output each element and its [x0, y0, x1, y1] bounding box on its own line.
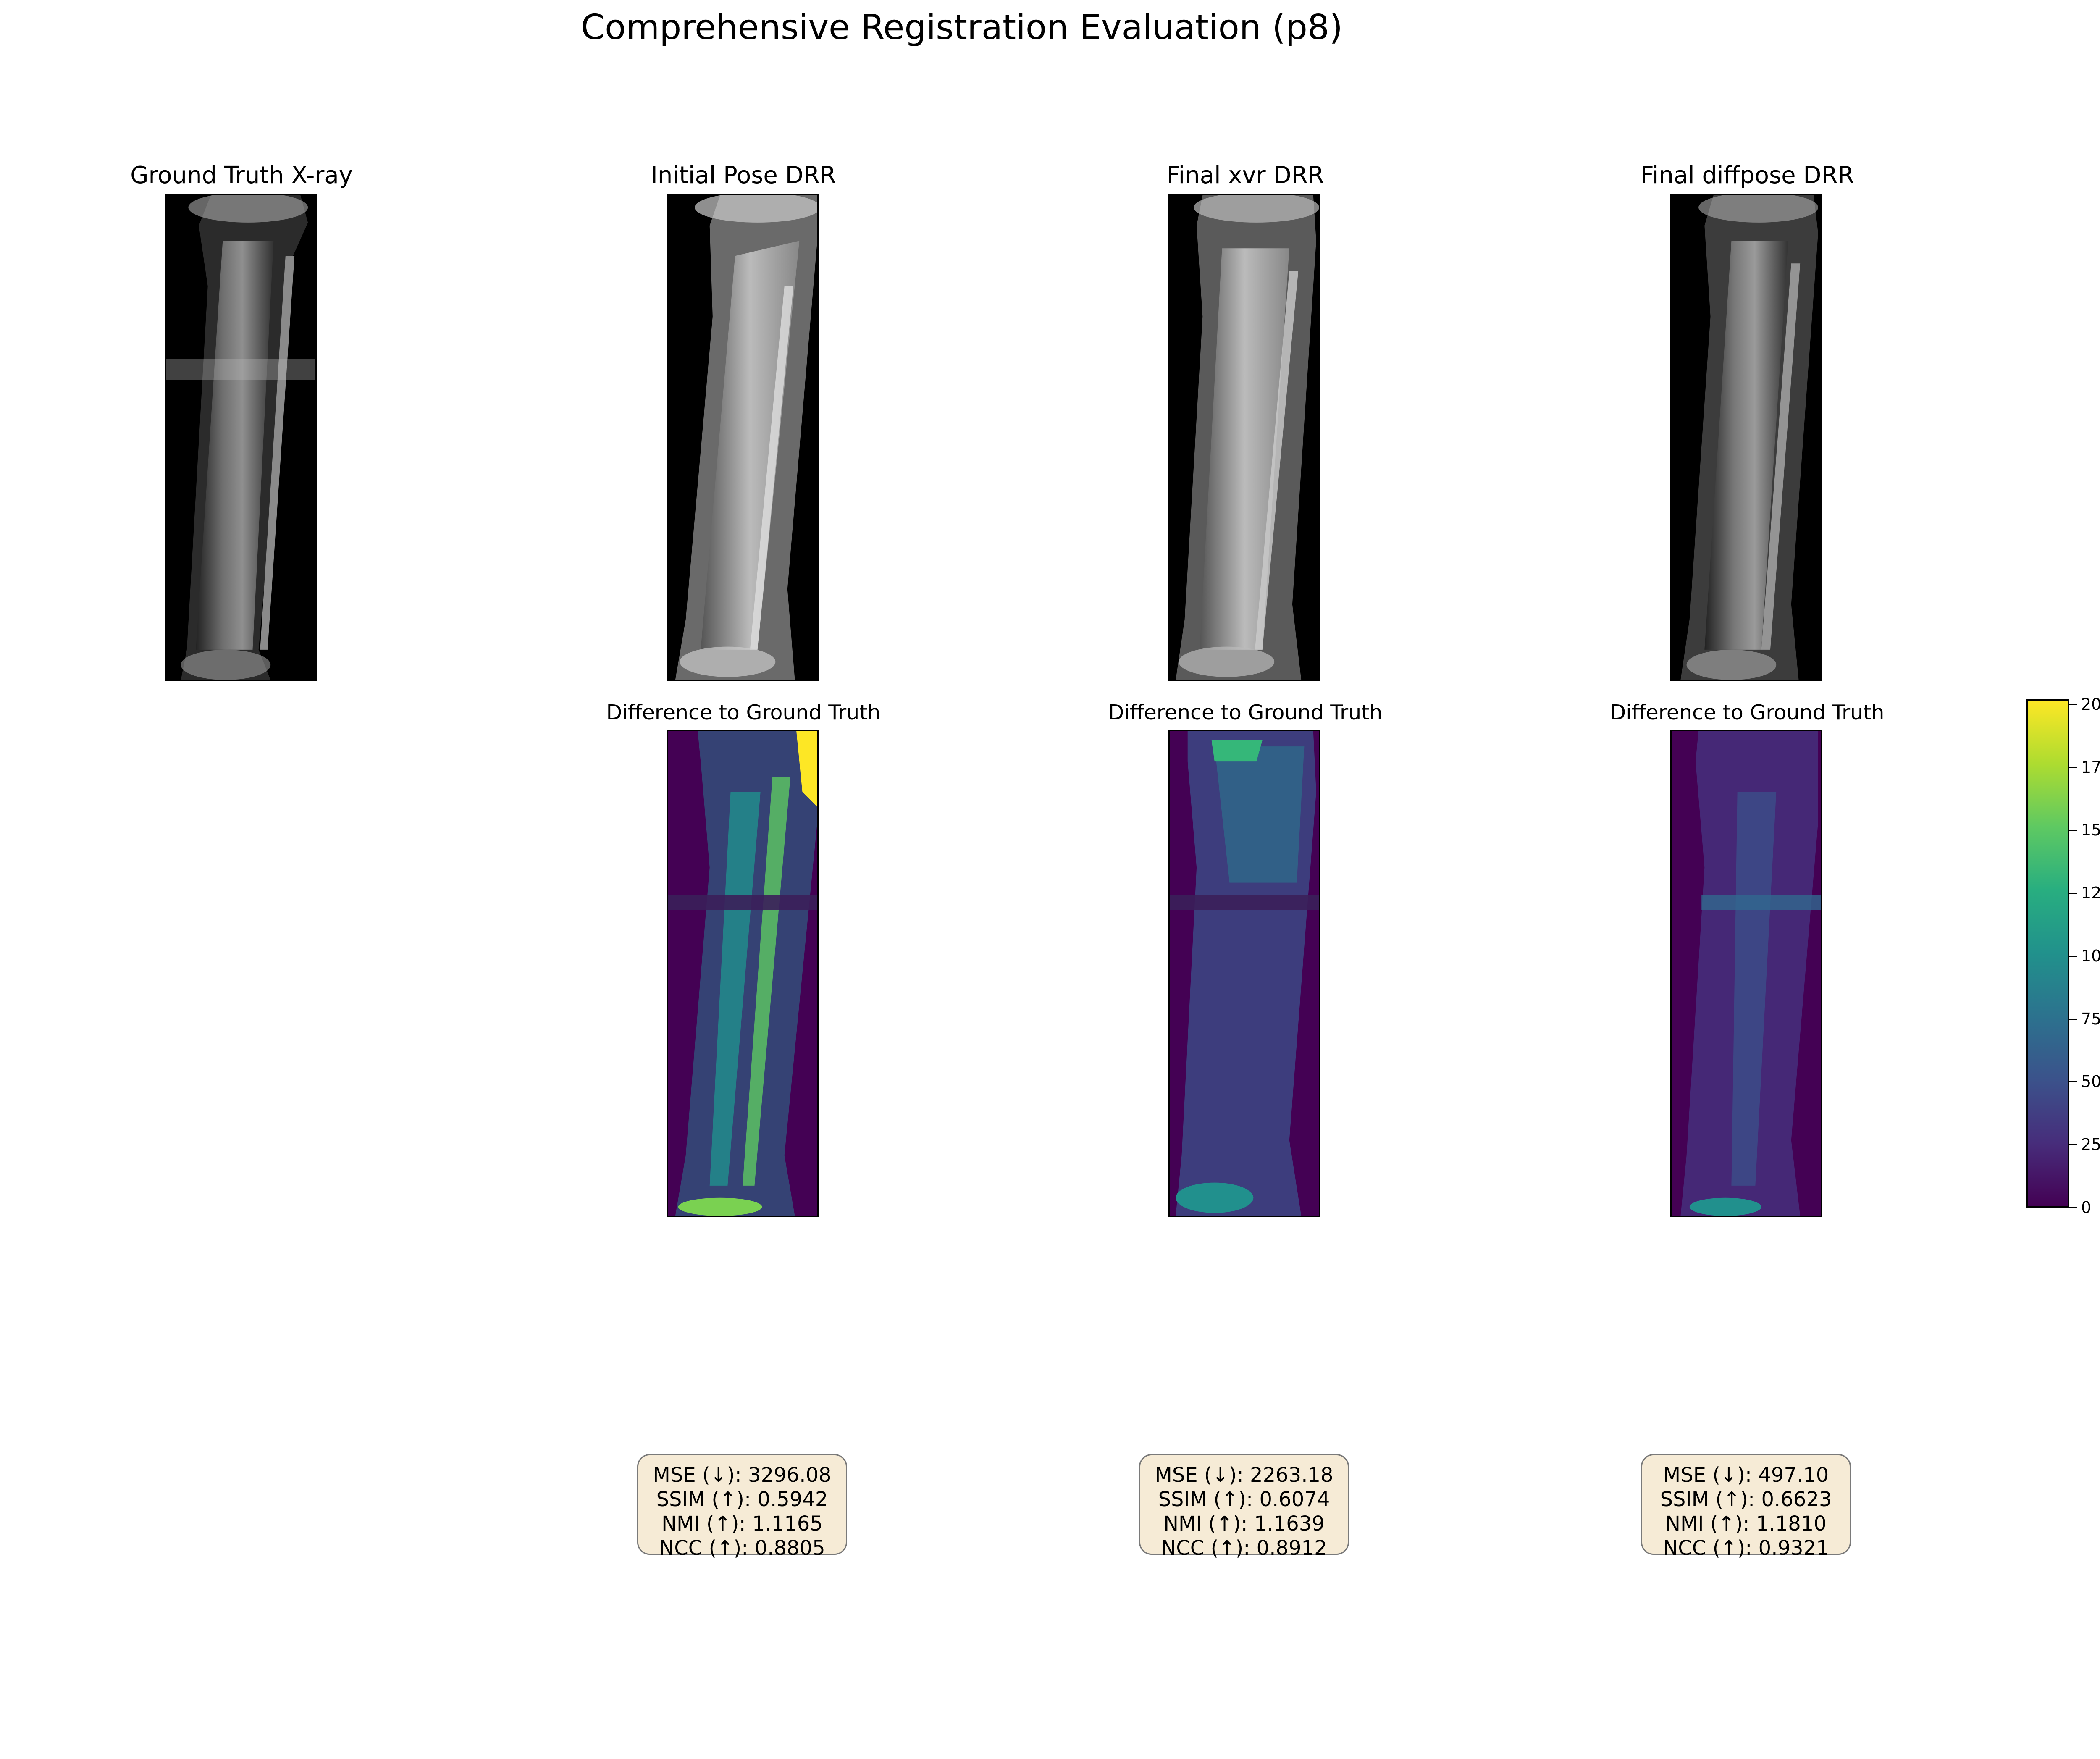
colorbar-tick	[2069, 704, 2077, 705]
colorbar-tick	[2069, 1081, 2077, 1083]
colorbar-tick	[2069, 893, 2077, 894]
colorbar-tick-label: 150	[2081, 821, 2100, 840]
colorbar-tick	[2069, 1144, 2077, 1146]
metric-ssim: SSIM (↑): 0.6623	[1660, 1488, 1832, 1511]
colorbar-tick	[2069, 1207, 2077, 1208]
colorbar-tick-label: 200	[2081, 695, 2100, 714]
figure-title: Comprehensive Registration Evaluation (p…	[580, 8, 1343, 47]
diff-title-final-xvr: Difference to Ground Truth	[1108, 701, 1383, 725]
metric-ncc: NCC (↑): 0.9321	[1663, 1536, 1829, 1560]
metric-ncc: NCC (↑): 0.8805	[659, 1536, 825, 1560]
metric-nmi: NMI (↑): 1.1810	[1665, 1512, 1827, 1536]
colorbar-tick-label: 175	[2081, 758, 2100, 777]
diff-title-final-diffpose: Difference to Ground Truth	[1610, 701, 1885, 725]
panel-title-final-diffpose: Final diffpose DRR	[1640, 162, 1854, 189]
final-xvr-difference-image	[1168, 730, 1320, 1217]
panel-title-ground-truth: Ground Truth X-ray	[130, 162, 353, 189]
metric-mse: MSE (↓): 3296.08	[653, 1463, 832, 1487]
metric-ncc: NCC (↑): 0.8912	[1161, 1536, 1327, 1560]
colorbar-tick	[2069, 767, 2077, 768]
panel-title-initial-pose: Initial Pose DRR	[651, 162, 836, 189]
metric-ssim: SSIM (↑): 0.6074	[1158, 1488, 1330, 1511]
initial-pose-drr-image	[667, 194, 819, 681]
panel-title-final-xvr: Final xvr DRR	[1166, 162, 1324, 189]
metric-mse: MSE (↓): 2263.18	[1155, 1463, 1334, 1487]
metric-nmi: NMI (↑): 1.1639	[1163, 1512, 1325, 1536]
metrics-box-final-xvr: MSE (↓): 2263.18 SSIM (↑): 0.6074 NMI (↑…	[1139, 1454, 1349, 1560]
colorbar-tick-label: 0	[2081, 1198, 2092, 1217]
colorbar-tick	[2069, 830, 2077, 831]
ground-truth-xray-image	[165, 194, 317, 681]
final-diffpose-difference-image	[1670, 730, 1822, 1217]
metrics-box-final-diffpose: MSE (↓): 497.10 SSIM (↑): 0.6623 NMI (↑)…	[1641, 1454, 1851, 1560]
metric-mse: MSE (↓): 497.10	[1663, 1463, 1829, 1487]
final-diffpose-drr-image	[1670, 194, 1822, 681]
colorbar-tick-label: 75	[2081, 1009, 2100, 1028]
colorbar-tick-label: 25	[2081, 1135, 2100, 1154]
colorbar-tick	[2069, 955, 2077, 957]
diff-title-initial-pose: Difference to Ground Truth	[606, 701, 881, 725]
colorbar	[2026, 699, 2069, 1208]
colorbar-tick-label: 50	[2081, 1072, 2100, 1091]
metric-ssim: SSIM (↑): 0.5942	[656, 1488, 828, 1511]
colorbar-tick	[2069, 1018, 2077, 1020]
metrics-box-initial-pose: MSE (↓): 3296.08 SSIM (↑): 0.5942 NMI (↑…	[637, 1454, 847, 1560]
initial-pose-difference-image	[667, 730, 819, 1217]
metric-nmi: NMI (↑): 1.1165	[662, 1512, 823, 1536]
colorbar-tick-label: 125	[2081, 884, 2100, 903]
final-xvr-drr-image	[1168, 194, 1320, 681]
colorbar-tick-label: 100	[2081, 946, 2100, 965]
